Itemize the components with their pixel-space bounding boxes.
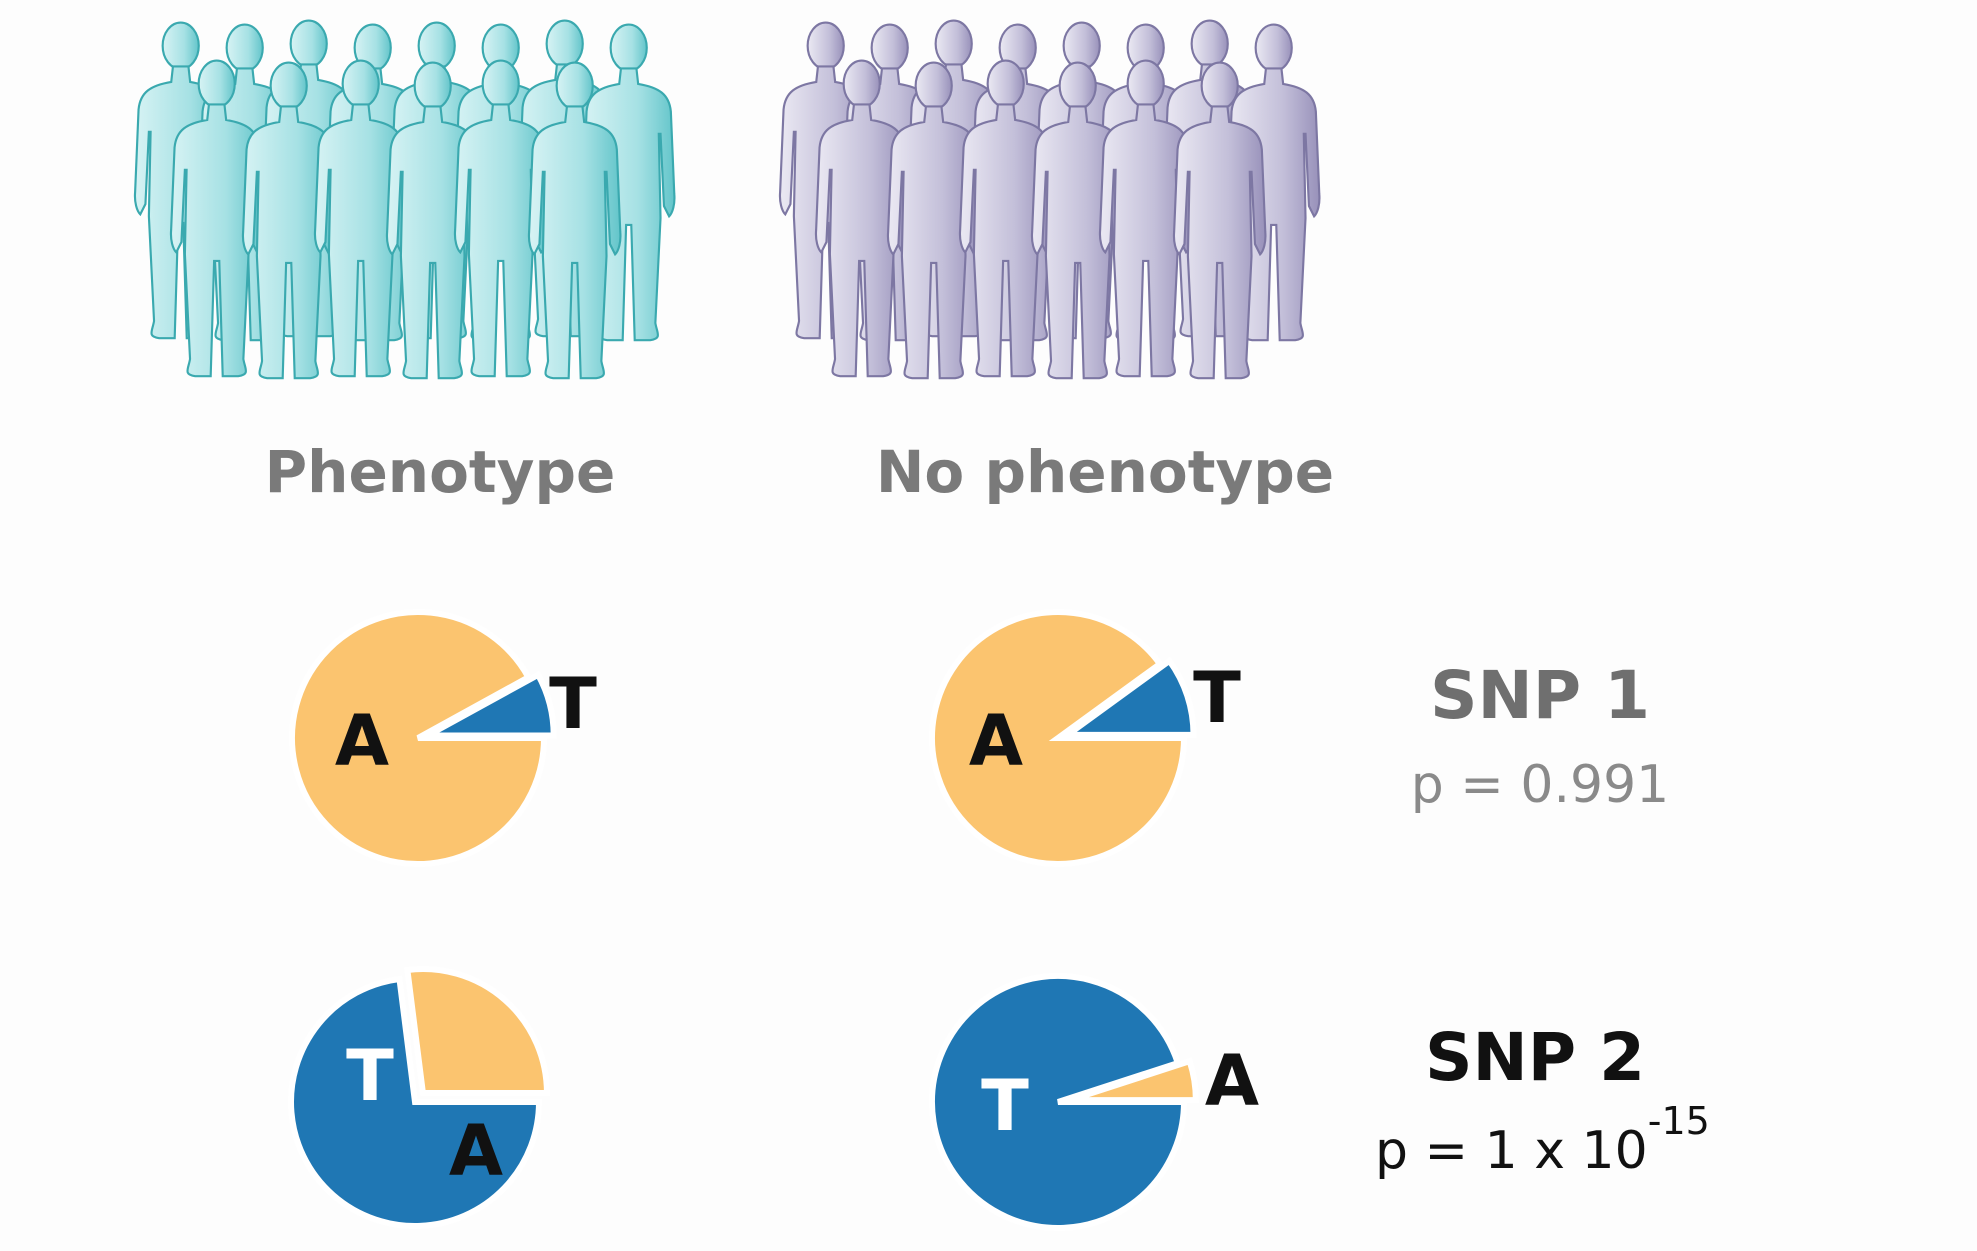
minor-allele-label: A: [1205, 1040, 1259, 1122]
phenotype-crowd: [133, 19, 676, 380]
major-allele-label: T: [981, 1065, 1029, 1147]
snp2-p-base: p = 1 x 10: [1375, 1121, 1648, 1181]
minor-allele-slice: [1068, 1057, 1199, 1104]
snp1-no-phenotype-pie: AT: [929, 609, 1241, 867]
snp1-title: SNP 1: [1430, 657, 1650, 734]
major-allele-slice: [289, 609, 548, 867]
snp1-p-value: p = 0.991: [1411, 755, 1670, 815]
no-phenotype-crowd: [778, 19, 1321, 380]
minor-allele-slice: [426, 670, 557, 739]
snp2-p-exponent: -15: [1648, 1099, 1710, 1143]
minor-allele-label: A: [449, 1110, 503, 1192]
snp2-title: SNP 2: [1425, 1019, 1645, 1096]
minor-allele-label: T: [1193, 657, 1241, 739]
minor-allele-label: T: [549, 663, 597, 745]
major-allele-label: A: [335, 700, 389, 782]
major-allele-label: T: [346, 1035, 394, 1117]
snp2-p-value: p = 1 x 10-15: [1375, 1099, 1710, 1181]
phenotype-label: Phenotype: [265, 438, 616, 506]
major-allele-slice: [288, 975, 543, 1229]
minor-allele-slice: [404, 966, 550, 1096]
snp2-phenotype-pie: TA: [288, 966, 550, 1229]
major-allele-label: A: [969, 700, 1023, 782]
major-allele-slice: [929, 973, 1188, 1231]
no-phenotype-label: No phenotype: [876, 438, 1334, 506]
major-allele-slice: [929, 609, 1188, 867]
minor-allele-slice: [1058, 656, 1197, 738]
